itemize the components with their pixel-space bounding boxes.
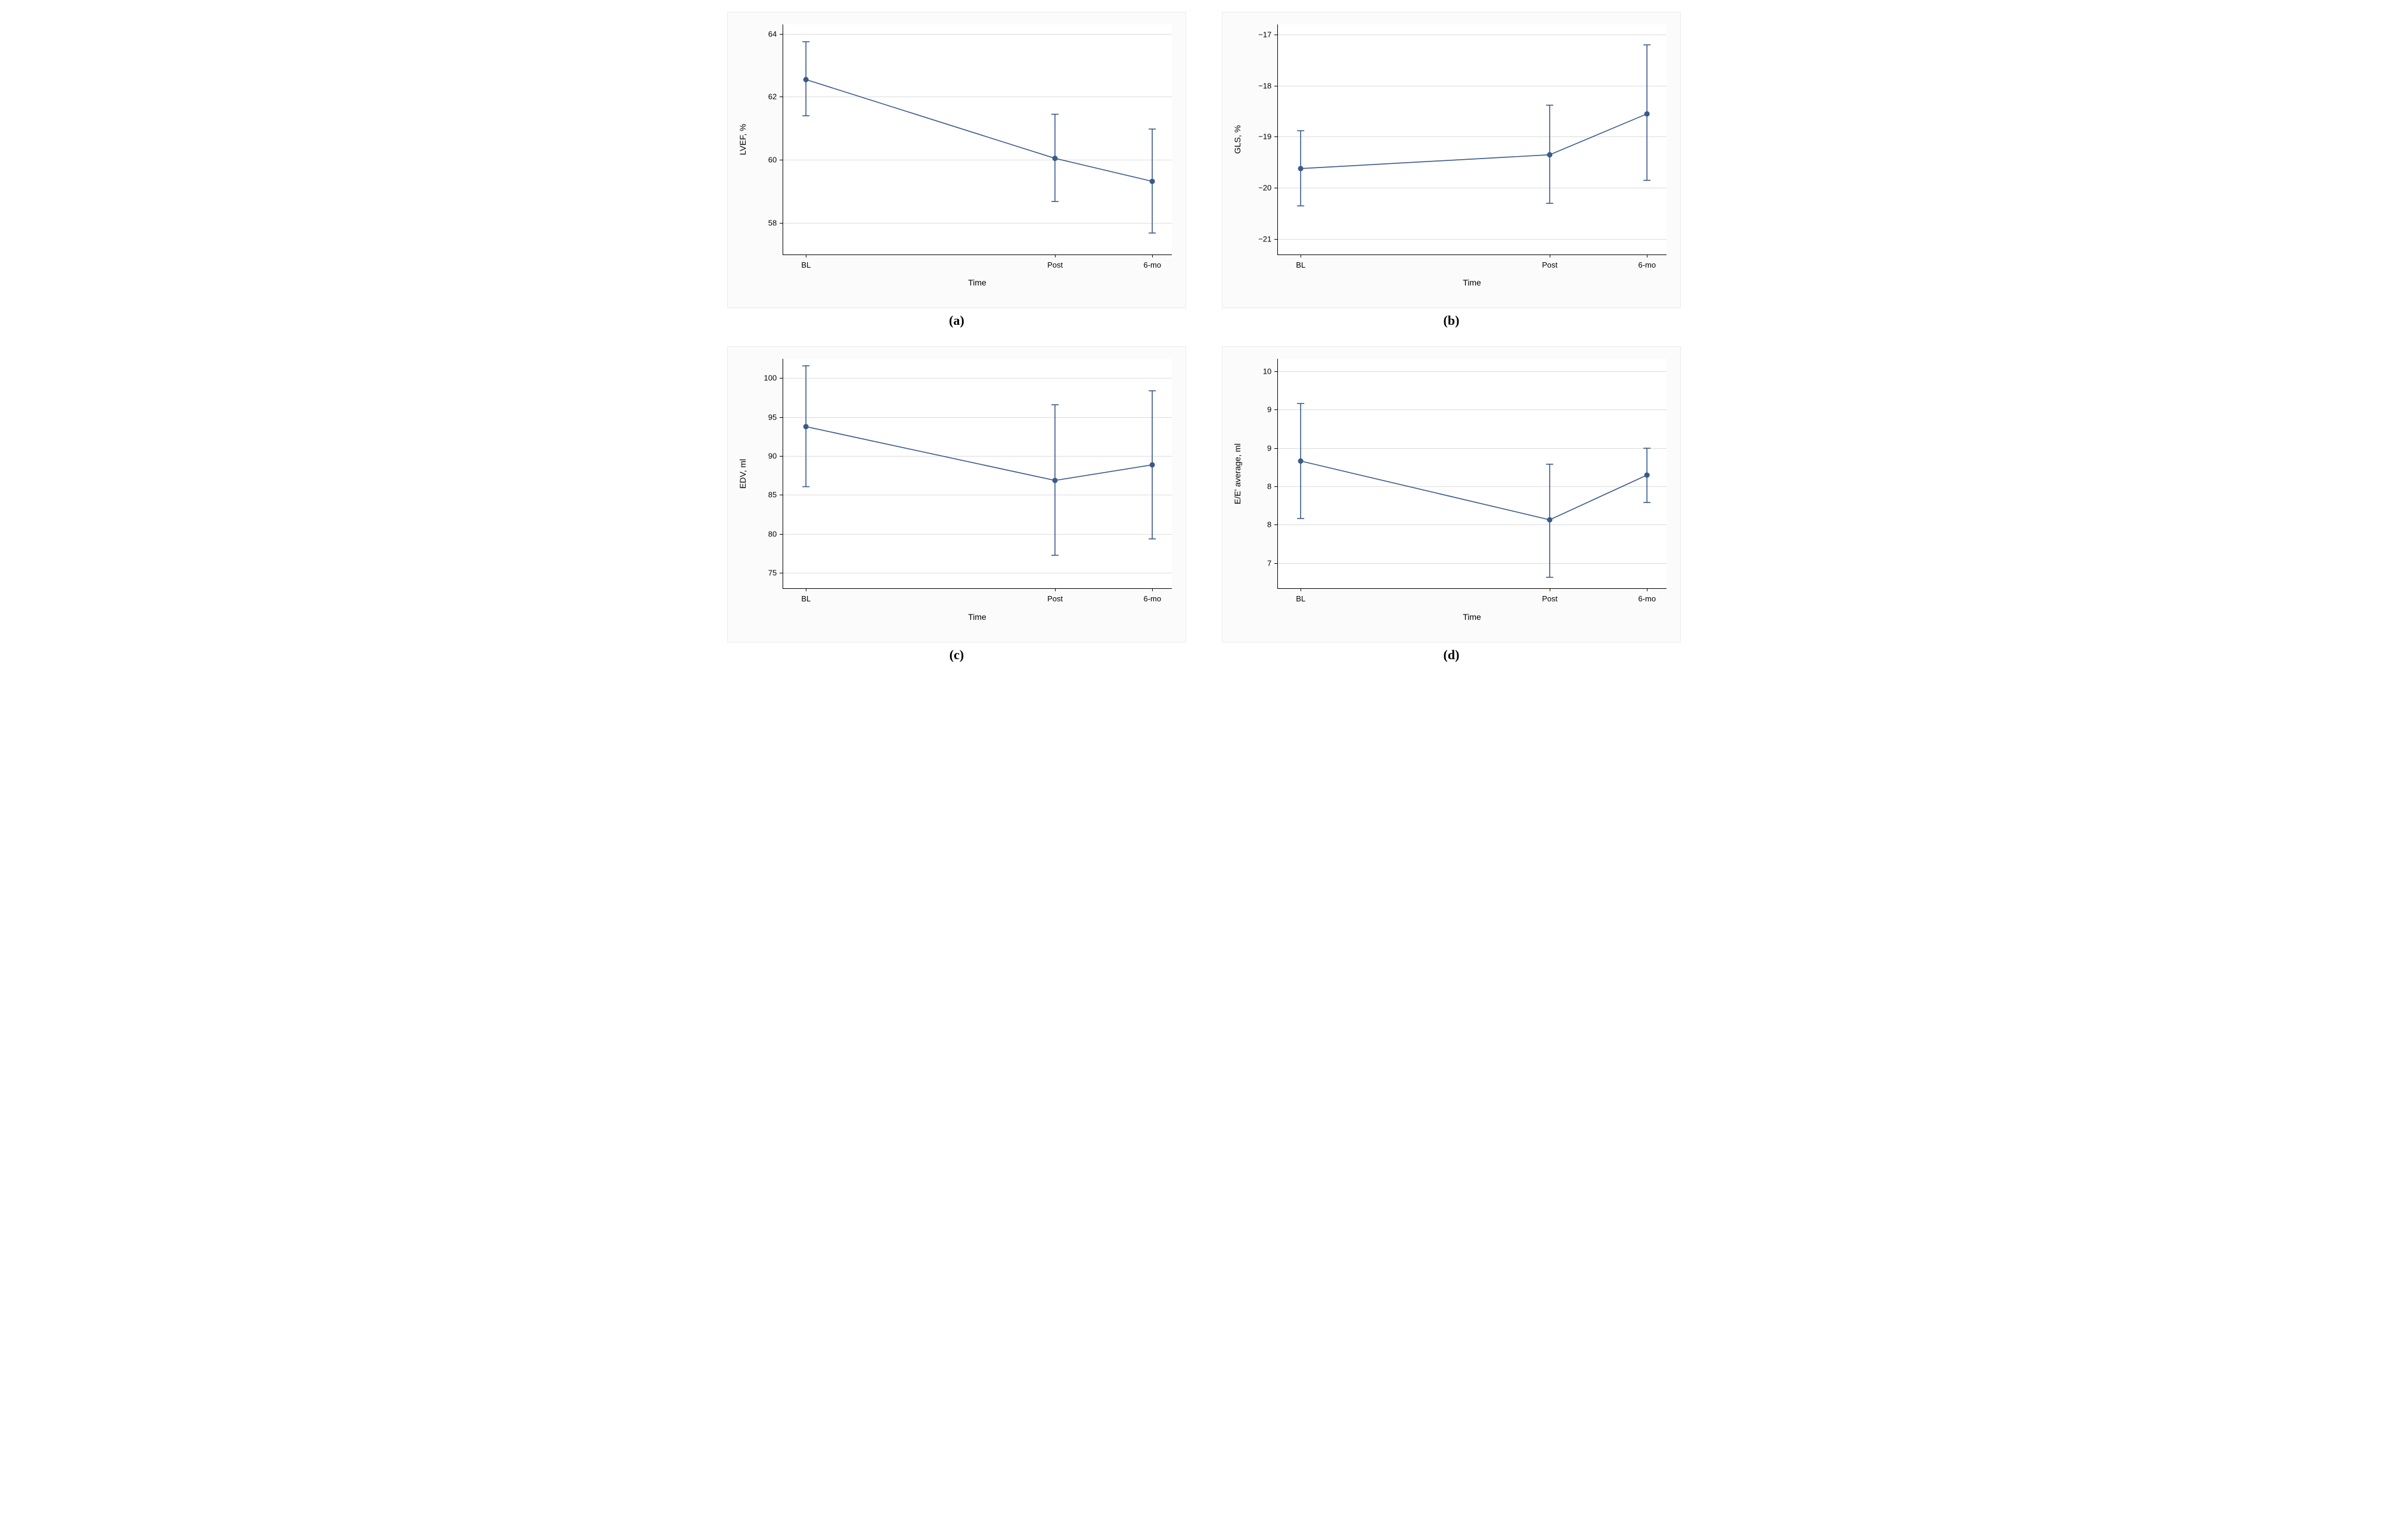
marker-overlay xyxy=(1277,24,1667,254)
data-marker xyxy=(1150,179,1155,184)
data-marker xyxy=(803,424,809,429)
data-marker xyxy=(803,77,809,82)
panel-caption: (a) xyxy=(949,313,964,328)
panel-frame: 58 60 62 64 BL Post 6-mo LVEF, % Time xyxy=(727,12,1186,308)
ytick-label: 64 xyxy=(768,29,777,38)
ytick-label: −20 xyxy=(1258,184,1271,193)
plot-area xyxy=(783,24,1172,254)
ytick-label: 9 xyxy=(1267,405,1271,414)
xtick-label: BL xyxy=(1296,594,1305,603)
y-axis-label: GLS, % xyxy=(1233,125,1242,154)
x-axis xyxy=(783,254,1172,255)
panel-caption: (d) xyxy=(1444,647,1460,663)
plot-area xyxy=(1277,24,1667,254)
data-marker xyxy=(1644,111,1650,116)
ytick-label: 85 xyxy=(768,491,777,499)
xtick-label: BL xyxy=(1296,260,1305,269)
panel-caption: (c) xyxy=(949,647,964,663)
y-axis-label: E/E' average, ml xyxy=(1233,443,1242,504)
ytick-label: 75 xyxy=(768,569,777,578)
marker-overlay xyxy=(783,359,1172,589)
data-marker xyxy=(1298,166,1304,171)
panel-d: 7 8 8 9 9 10 BL Post 6-mo E/E' average, ml Time (d) xyxy=(1222,346,1681,663)
data-marker xyxy=(1150,462,1155,467)
ytick-label: 62 xyxy=(768,92,777,101)
panel-caption: (b) xyxy=(1444,313,1460,328)
xtick-label: Post xyxy=(1542,594,1557,603)
data-marker xyxy=(1547,152,1553,157)
ytick-label: 90 xyxy=(768,452,777,461)
xtick-label: BL xyxy=(801,594,811,603)
x-axis xyxy=(1277,588,1667,589)
data-marker xyxy=(1053,156,1058,161)
xtick-label: Post xyxy=(1047,260,1063,269)
x-axis xyxy=(783,588,1172,589)
panel-c: 75 80 85 90 95 100 BL Post 6-mo EDV, ml Time (c) xyxy=(727,346,1186,663)
y-axis-label: LVEF, % xyxy=(738,123,747,155)
data-marker xyxy=(1644,472,1650,477)
panel-frame: 75 80 85 90 95 100 BL Post 6-mo EDV, ml Time xyxy=(727,346,1186,642)
ytick-label: −19 xyxy=(1258,132,1271,141)
y-axis-label: EDV, ml xyxy=(738,458,747,488)
panel-a: 58 60 62 64 BL Post 6-mo LVEF, % Time (a) xyxy=(727,12,1186,328)
ytick-label: 60 xyxy=(768,156,777,164)
y-axis xyxy=(1277,24,1278,254)
ytick-label: 7 xyxy=(1267,558,1271,567)
ytick-label: −21 xyxy=(1258,234,1271,243)
ytick-label: 10 xyxy=(1263,367,1271,375)
ytick-label: 58 xyxy=(768,218,777,227)
ytick-label: −17 xyxy=(1258,30,1271,39)
ytick-label: 8 xyxy=(1267,482,1271,491)
ytick-label: 8 xyxy=(1267,520,1271,529)
xtick-label: BL xyxy=(801,260,811,269)
xtick-label: Post xyxy=(1047,594,1063,603)
xtick-label: 6-mo xyxy=(1144,260,1162,269)
plot-area xyxy=(1277,359,1667,589)
panel-frame: −21 −20 −19 −18 −17 BL Post 6-mo GLS, % Time xyxy=(1222,12,1681,308)
marker-overlay xyxy=(1277,359,1667,589)
panel-b: −21 −20 −19 −18 −17 BL Post 6-mo GLS, % Time (b) xyxy=(1222,12,1681,328)
chart-grid: 58 60 62 64 BL Post 6-mo LVEF, % Time (a) −21 −20 −1… xyxy=(727,12,1681,663)
x-axis-label: Time xyxy=(1463,278,1481,287)
x-axis-label: Time xyxy=(1463,612,1481,622)
ytick-label: 95 xyxy=(768,412,777,421)
ytick-label: −18 xyxy=(1258,81,1271,90)
data-marker xyxy=(1053,477,1058,483)
xtick-label: Post xyxy=(1542,260,1557,269)
y-axis xyxy=(1277,359,1278,589)
ytick-label: 100 xyxy=(764,374,777,383)
xtick-label: 6-mo xyxy=(1144,594,1162,603)
xtick-label: 6-mo xyxy=(1639,594,1656,603)
plot-area xyxy=(783,359,1172,589)
x-axis xyxy=(1277,254,1667,255)
x-axis-label: Time xyxy=(968,278,986,287)
data-marker xyxy=(1298,458,1304,464)
ytick-label: 80 xyxy=(768,529,777,538)
xtick-label: 6-mo xyxy=(1639,260,1656,269)
ytick-label: 9 xyxy=(1267,443,1271,452)
data-marker xyxy=(1547,517,1553,522)
marker-overlay xyxy=(783,24,1172,254)
panel-frame: 7 8 8 9 9 10 BL Post 6-mo E/E' average, ml Time xyxy=(1222,346,1681,642)
x-axis-label: Time xyxy=(968,612,986,622)
